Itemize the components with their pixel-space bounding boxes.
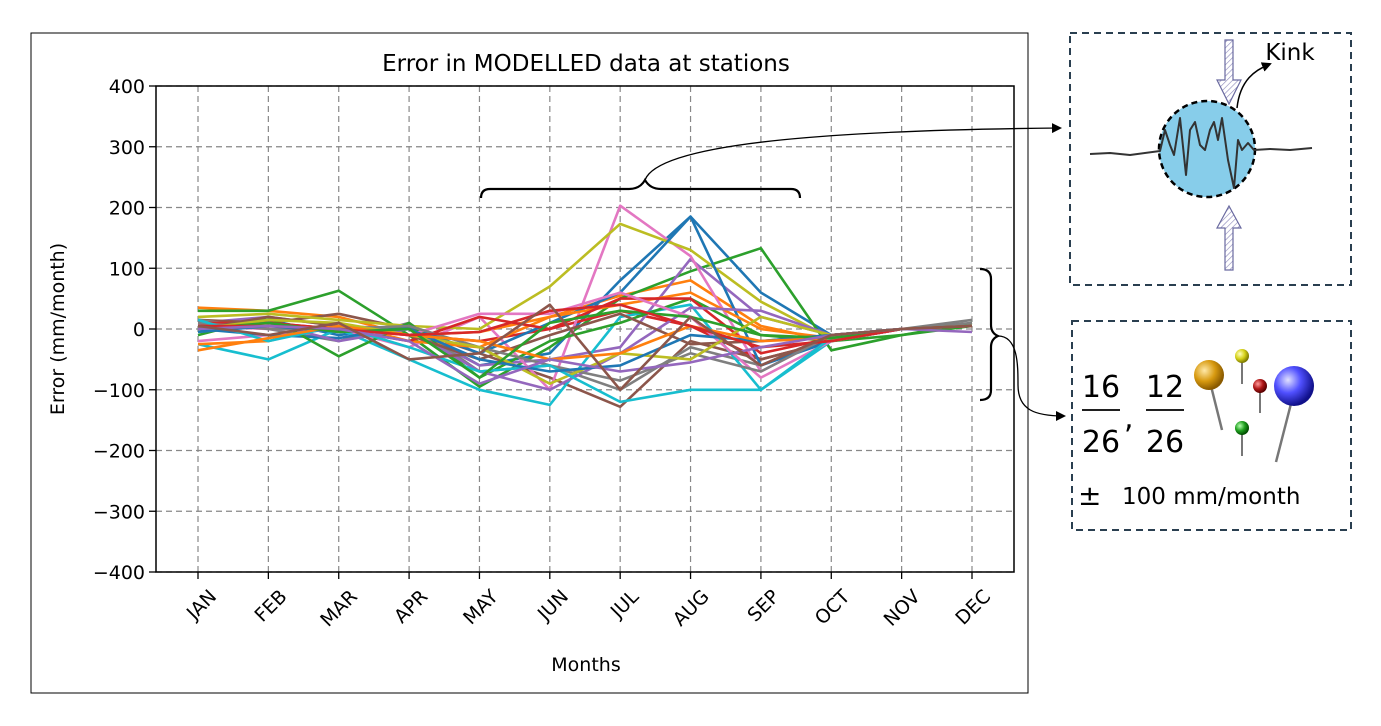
chart-title: Error in MODELLED data at stations xyxy=(382,51,790,77)
kink-panel: Kink xyxy=(1069,32,1352,286)
compress-arrow-down-icon xyxy=(1216,39,1242,106)
kink-pointer xyxy=(1236,62,1272,109)
stations-panel: 16 26 , 12 26 ± 100 mm/month xyxy=(1071,320,1352,531)
series-line xyxy=(197,309,973,379)
y-tick-label: −200 xyxy=(93,441,145,463)
y-tick-label: −300 xyxy=(93,501,145,523)
range-arrow xyxy=(997,335,1066,421)
plus-minus-symbol: ± xyxy=(1078,479,1101,512)
y-tick-label: 100 xyxy=(109,258,145,280)
fraction-comma: , xyxy=(1124,401,1134,436)
fraction1-denominator: 26 xyxy=(1082,425,1120,460)
y-axis: 400 300 200 100 0 −100 −200 −300 −400 xyxy=(93,76,156,584)
kink-signal-icon xyxy=(1089,117,1313,189)
y-tick-label: 0 xyxy=(133,319,145,341)
series-layer xyxy=(197,204,973,409)
x-axis-label: Months xyxy=(551,654,620,676)
fraction1-numerator: 16 xyxy=(1082,370,1120,405)
station-pins-icon xyxy=(1194,349,1314,463)
series-line xyxy=(197,303,973,392)
y-tick-label: −400 xyxy=(93,562,145,584)
y-tick-label: −100 xyxy=(93,380,145,402)
y-tick-label: 300 xyxy=(109,137,145,159)
stations-panel-border xyxy=(1071,320,1352,531)
fraction2-numerator: 12 xyxy=(1146,370,1184,405)
y-tick-label: 400 xyxy=(109,76,145,98)
series-line xyxy=(198,246,973,389)
fraction2-denominator: 26 xyxy=(1146,425,1184,460)
kink-arrow xyxy=(644,123,1062,181)
compress-arrow-up-icon xyxy=(1215,204,1243,271)
chart-frame xyxy=(30,32,1029,694)
y-axis-label: Error (mm/month) xyxy=(47,243,69,415)
range-label: 100 mm/month xyxy=(1122,484,1300,510)
kink-label: Kink xyxy=(1265,40,1315,66)
y-tick-label: 200 xyxy=(109,198,145,220)
